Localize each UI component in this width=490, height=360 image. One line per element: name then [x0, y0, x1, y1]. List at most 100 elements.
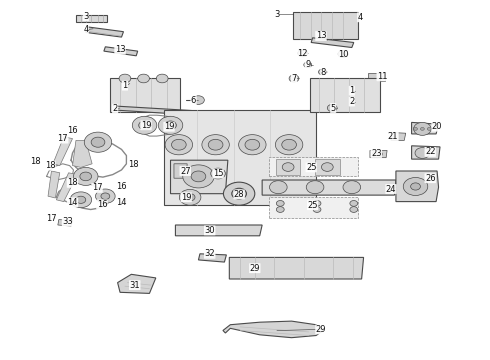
Circle shape — [91, 137, 105, 147]
Text: 18: 18 — [67, 178, 78, 187]
Circle shape — [372, 150, 382, 158]
Text: 18: 18 — [30, 157, 41, 166]
Text: 4: 4 — [83, 25, 88, 34]
Circle shape — [193, 96, 204, 104]
Circle shape — [276, 201, 284, 206]
Text: 31: 31 — [129, 281, 140, 289]
Circle shape — [138, 74, 149, 83]
Circle shape — [96, 189, 115, 203]
Polygon shape — [310, 78, 380, 112]
Text: 16: 16 — [116, 182, 127, 191]
Text: 17: 17 — [57, 134, 68, 143]
Polygon shape — [117, 106, 197, 115]
Circle shape — [289, 75, 299, 82]
Text: 13: 13 — [115, 45, 125, 54]
Polygon shape — [315, 159, 340, 175]
Text: 30: 30 — [204, 226, 215, 235]
Text: 2: 2 — [349, 97, 354, 106]
Circle shape — [76, 196, 86, 203]
Text: 32: 32 — [204, 249, 215, 258]
Circle shape — [313, 201, 321, 206]
Circle shape — [338, 50, 348, 58]
Text: 10: 10 — [338, 50, 348, 59]
Polygon shape — [174, 164, 187, 178]
Text: 4: 4 — [358, 13, 363, 22]
Polygon shape — [370, 150, 387, 158]
Circle shape — [321, 163, 333, 171]
Text: 2: 2 — [113, 104, 118, 113]
Polygon shape — [293, 12, 358, 39]
Polygon shape — [76, 15, 107, 22]
Circle shape — [183, 165, 214, 188]
Text: 13: 13 — [316, 31, 326, 40]
Circle shape — [239, 135, 266, 155]
Polygon shape — [164, 110, 316, 205]
Circle shape — [282, 163, 294, 171]
Text: 23: 23 — [371, 149, 382, 158]
Circle shape — [208, 139, 223, 150]
Polygon shape — [269, 197, 358, 218]
Text: 5: 5 — [331, 104, 336, 112]
Text: 14: 14 — [67, 198, 78, 207]
Circle shape — [165, 121, 176, 130]
Text: 3: 3 — [83, 12, 88, 21]
Circle shape — [179, 189, 201, 205]
Text: 17: 17 — [46, 214, 57, 223]
Text: 21: 21 — [388, 132, 398, 140]
Polygon shape — [269, 157, 358, 176]
Circle shape — [132, 116, 157, 134]
Circle shape — [191, 171, 206, 182]
Text: 25: 25 — [306, 163, 317, 172]
Text: 28: 28 — [234, 190, 245, 199]
Circle shape — [202, 135, 229, 155]
Text: 16: 16 — [67, 126, 78, 135]
Circle shape — [165, 135, 193, 155]
Text: 6: 6 — [191, 95, 196, 104]
Circle shape — [282, 139, 296, 150]
Polygon shape — [412, 122, 439, 134]
Text: 16: 16 — [97, 200, 107, 209]
Text: 22: 22 — [425, 148, 436, 156]
Circle shape — [158, 116, 183, 134]
Circle shape — [403, 177, 428, 195]
Text: 8: 8 — [321, 68, 326, 77]
Text: 15: 15 — [213, 169, 223, 178]
Text: 18: 18 — [45, 161, 55, 170]
Circle shape — [223, 182, 255, 205]
Polygon shape — [391, 132, 406, 140]
Circle shape — [119, 74, 131, 83]
Circle shape — [211, 168, 225, 179]
Circle shape — [185, 194, 195, 201]
Polygon shape — [118, 274, 156, 293]
Polygon shape — [110, 78, 180, 112]
Circle shape — [318, 69, 326, 75]
Polygon shape — [86, 27, 123, 37]
Polygon shape — [198, 254, 226, 262]
Circle shape — [350, 201, 358, 206]
Polygon shape — [175, 225, 262, 236]
Polygon shape — [171, 160, 228, 194]
Circle shape — [172, 139, 186, 150]
Text: 26: 26 — [425, 174, 436, 183]
Circle shape — [276, 207, 284, 212]
Text: 1: 1 — [349, 86, 354, 95]
Circle shape — [139, 121, 150, 130]
Circle shape — [237, 192, 242, 195]
Text: 18: 18 — [128, 161, 139, 169]
Text: 9: 9 — [305, 60, 310, 69]
Text: 14: 14 — [116, 198, 127, 207]
Text: 33: 33 — [62, 217, 73, 226]
Text: 3: 3 — [274, 10, 279, 19]
Text: 1: 1 — [122, 81, 127, 90]
Circle shape — [245, 139, 260, 150]
Text: 12: 12 — [297, 49, 308, 58]
Polygon shape — [53, 137, 73, 166]
Circle shape — [350, 207, 358, 212]
Polygon shape — [73, 140, 92, 167]
Circle shape — [343, 181, 361, 194]
Polygon shape — [396, 171, 439, 202]
Polygon shape — [56, 173, 77, 202]
Polygon shape — [311, 38, 354, 48]
Polygon shape — [58, 220, 73, 226]
Circle shape — [70, 192, 92, 208]
